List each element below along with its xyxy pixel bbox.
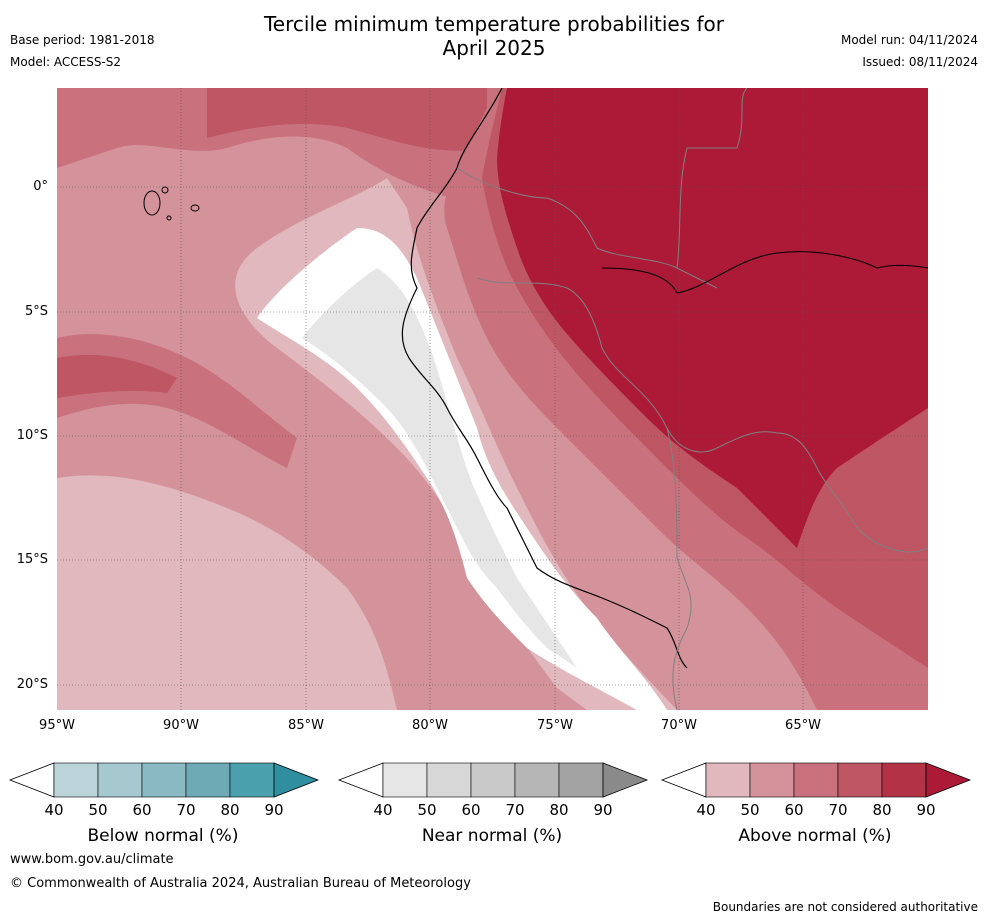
colorbar-tick-label: 40 [44, 801, 64, 819]
colorbar-tick-label: 50 [740, 801, 760, 819]
colorbar-tick-label: 40 [373, 801, 393, 819]
colorbar-segment [141, 762, 187, 798]
lat-label-15s: 15°S [16, 552, 48, 567]
lon-label-70w: 70°W [661, 718, 697, 733]
title-line-2: April 2025 [442, 36, 546, 60]
colorbar-tick-label: 90 [593, 801, 613, 819]
disclaimer-text: Boundaries are not considered authoritat… [712, 900, 978, 914]
colorbar-arrow-left [337, 762, 384, 798]
colorbar-segment [426, 762, 472, 798]
colorbar-segment [229, 762, 275, 798]
lon-label-90w: 90°W [163, 718, 199, 733]
model-name: Model: ACCESS-S2 [10, 55, 122, 69]
colorbar-segment [185, 762, 231, 798]
copyright-text: © Commonwealth of Australia 2024, Austra… [10, 876, 471, 891]
base-period: Base period: 1981-2018 [10, 33, 155, 47]
region-north-80 [207, 88, 487, 151]
colorbar-tick-label: 50 [417, 801, 437, 819]
colorbar-segment [793, 762, 839, 798]
meta-left: Base period: 1981-2018 Model: ACCESS-S2 [10, 29, 155, 73]
colorbar-arrow-right [925, 762, 972, 798]
colorbar-segment [558, 762, 604, 798]
map-svg [57, 88, 928, 710]
lon-label-75w: 75°W [537, 718, 573, 733]
issued-date: Issued: 08/11/2024 [862, 55, 978, 69]
colorbar-tick-label: 60 [784, 801, 804, 819]
river-line [601, 251, 928, 294]
colorbar-label-below: Below normal (%) [87, 826, 239, 846]
title-line-1: Tercile minimum temperature probabilitie… [263, 12, 725, 36]
colorbar-segment [837, 762, 883, 798]
colorbar-segment [97, 762, 143, 798]
colorbar-tick-label: 70 [505, 801, 525, 819]
region-south-50 [57, 475, 397, 710]
region-west-80 [57, 354, 177, 398]
colorbar-segment [53, 762, 99, 798]
region-land-90 [497, 88, 928, 548]
lon-label-65w: 65°W [785, 718, 821, 733]
colorbar-tick-label: 40 [696, 801, 716, 819]
website-link[interactable]: www.bom.gov.au/climate [10, 852, 174, 867]
galapagos-islands [143, 186, 200, 221]
colorbar-tick-label: 80 [872, 801, 892, 819]
colorbar-segment [881, 762, 927, 798]
colorbar-segment [382, 762, 428, 798]
colorbar-tick-label: 80 [549, 801, 569, 819]
model-run: Model run: 04/11/2024 [840, 33, 978, 47]
colorbars-svg [8, 762, 972, 798]
colorbar-tick-label: 70 [176, 801, 196, 819]
map-title: Tercile minimum temperature probabilitie… [0, 12, 988, 60]
colorbar-above-normal [660, 762, 972, 798]
probability-map [57, 88, 928, 710]
colorbar-tick-label: 90 [264, 801, 284, 819]
colorbar-tick-label: 90 [916, 801, 936, 819]
lon-label-80w: 80°W [412, 718, 448, 733]
colorbar-arrow-left [660, 762, 707, 798]
lon-label-95w: 95°W [39, 718, 75, 733]
lat-label-10s: 10°S [16, 428, 48, 443]
lat-label-20s: 20°S [16, 677, 48, 692]
colorbar-segment [705, 762, 751, 798]
lat-label-5s: 5°S [24, 304, 48, 319]
colorbar-arrow-right [273, 762, 320, 798]
colorbar-tick-label: 60 [132, 801, 152, 819]
coastline [401, 88, 688, 669]
map-gridlines [57, 88, 928, 710]
colorbar-arrow-right [602, 762, 649, 798]
lat-label-0: 0° [33, 179, 48, 194]
colorbar-tick-label: 70 [828, 801, 848, 819]
colorbar-tick-label: 80 [220, 801, 240, 819]
country-borders [456, 88, 928, 710]
colorbar-segment [514, 762, 560, 798]
colorbar-label-near: Near normal (%) [421, 826, 563, 846]
meta-right: Model run: 04/11/2024 Issued: 08/11/2024 [841, 29, 978, 73]
lon-label-85w: 85°W [288, 718, 324, 733]
colorbar-arrow-left [8, 762, 55, 798]
colorbar-tick-label: 60 [461, 801, 481, 819]
region-near-normal-50 [302, 268, 577, 668]
colorbar-below-normal [8, 762, 320, 798]
colorbar-tick-label: 50 [88, 801, 108, 819]
colorbar-label-above: Above normal (%) [738, 826, 892, 846]
colorbar-segment [470, 762, 516, 798]
colorbar-segment [749, 762, 795, 798]
colorbar-near-normal [337, 762, 649, 798]
